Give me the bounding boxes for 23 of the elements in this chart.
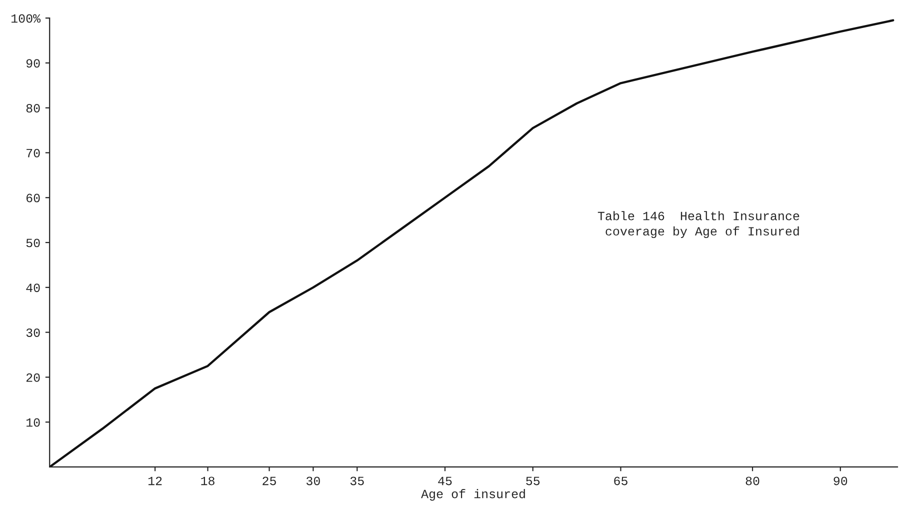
x-tick-label: 35 (350, 476, 364, 486)
x-tick-label: 90 (834, 476, 848, 486)
x-tick-label: 25 (262, 476, 276, 486)
y-tick-label: 80 (26, 104, 40, 112)
y-tick-label: 90 (26, 59, 40, 68)
x-tick-label: 45 (438, 476, 452, 486)
x-tick-label: 65 (614, 476, 628, 486)
y-tick-label: 30 (26, 328, 40, 337)
x-axis-title: Age of insured (421, 489, 525, 501)
y-tick-label: 50 (26, 238, 40, 248)
x-tick-label: 80 (746, 476, 760, 486)
y-tick-label: 10 (26, 418, 40, 427)
y-tick-label: 20 (26, 373, 40, 382)
y-tick-label: 60 (26, 194, 40, 202)
y-tick-label: 70 (26, 148, 40, 158)
x-tick-label: 55 (526, 476, 540, 486)
y-tick-label: 100% (11, 14, 41, 23)
x-tick-label: 30 (306, 476, 320, 486)
y-tick-label: 40 (26, 284, 40, 292)
x-tick-label: 18 (201, 476, 214, 486)
line-series (50, 19, 894, 467)
x-tick-label: 12 (148, 476, 162, 486)
annotation: Table 146 Health Insurance coverage by Age of Insured (598, 211, 800, 238)
